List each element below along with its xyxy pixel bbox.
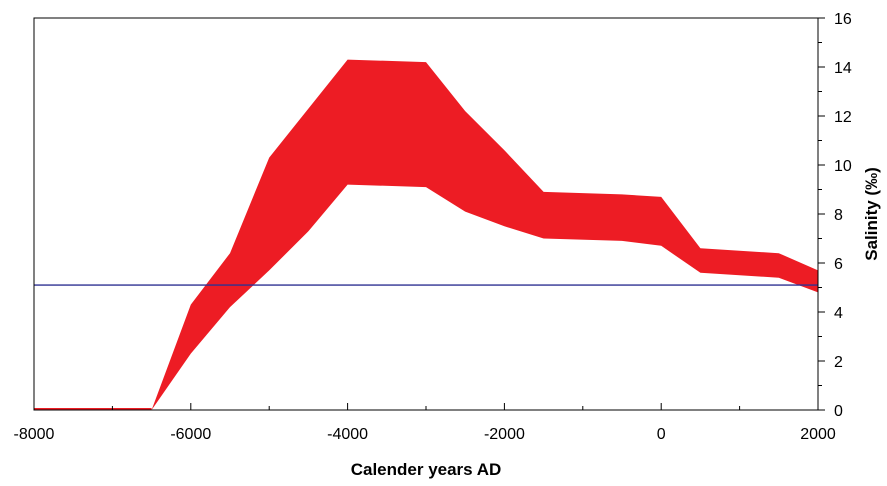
x-tick-label: -4000 bbox=[327, 426, 368, 443]
x-tick-label: -2000 bbox=[484, 426, 525, 443]
x-tick-label: 2000 bbox=[800, 426, 836, 443]
x-axis-title: Calender years AD bbox=[351, 460, 502, 479]
y-tick-label: 12 bbox=[834, 109, 852, 126]
y-tick-label: 10 bbox=[834, 158, 852, 175]
y-tick-label: 8 bbox=[834, 207, 843, 224]
x-axis: -8000 -6000 -4000 -2000 0 2000 bbox=[14, 403, 836, 443]
x-tick-label: -8000 bbox=[14, 426, 55, 443]
y-tick-label: 2 bbox=[834, 354, 843, 371]
y-tick-label: 6 bbox=[834, 256, 843, 273]
y-tick-label: 4 bbox=[834, 305, 843, 322]
y-axis: 0 2 4 6 8 10 12 14 16 bbox=[818, 11, 852, 420]
y-axis-title: Salinity (‰) bbox=[862, 167, 881, 261]
salinity-range-band bbox=[34, 59, 818, 410]
y-tick-label: 14 bbox=[834, 60, 852, 77]
y-tick-label: 0 bbox=[834, 403, 843, 420]
x-tick-label: 0 bbox=[657, 426, 666, 443]
y-tick-label: 16 bbox=[834, 11, 852, 28]
x-tick-label: -6000 bbox=[170, 426, 211, 443]
